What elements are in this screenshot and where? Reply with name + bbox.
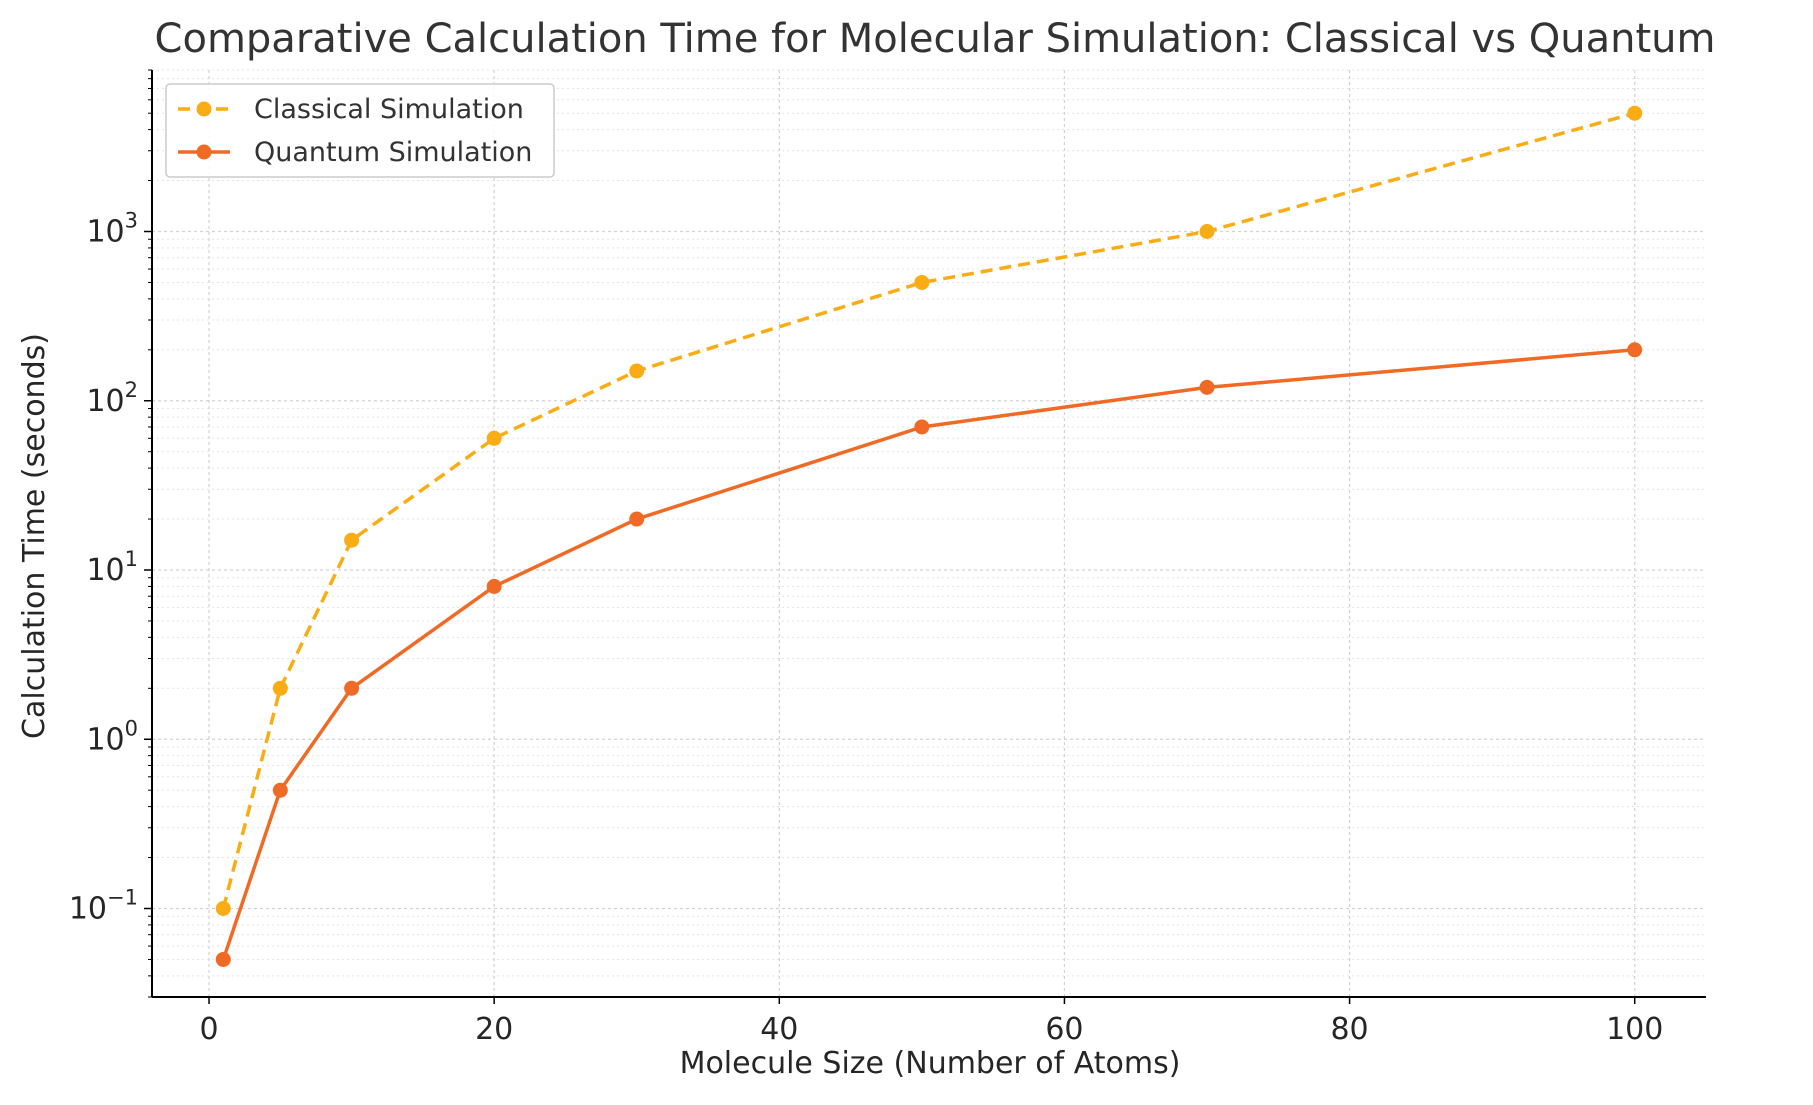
y-tick-label: 102 — [86, 378, 138, 419]
y-tick-exponent: 2 — [125, 378, 138, 402]
y-axis-label: Calculation Time (seconds) — [17, 333, 52, 739]
y-tick-label: 100 — [86, 716, 138, 757]
y-tick-base: 10 — [69, 892, 107, 927]
quantum-simulation-point — [1627, 342, 1643, 358]
quantum-simulation-point — [272, 782, 288, 798]
y-tick-label: 10−1 — [69, 886, 138, 927]
y-tick-exponent: 0 — [125, 716, 138, 740]
quantum-simulation-point — [486, 578, 502, 594]
y-tick-label: 103 — [86, 209, 138, 250]
x-tick-label: 0 — [199, 1012, 218, 1047]
y-tick-base: 10 — [86, 553, 124, 588]
y-tick-base: 10 — [86, 722, 124, 757]
classical-simulation-point — [486, 430, 502, 446]
y-tick-base: 10 — [86, 384, 124, 419]
x-tick-label: 40 — [760, 1012, 798, 1047]
classical-simulation-point — [215, 901, 231, 917]
y-tick-exponent: 1 — [125, 547, 138, 571]
quantum-simulation-point — [1199, 379, 1215, 395]
x-tick-label: 80 — [1330, 1012, 1368, 1047]
x-axis-label: Molecule Size (Number of Atoms) — [680, 1046, 1181, 1081]
axes — [144, 69, 1706, 1004]
grid — [152, 69, 1706, 998]
y-tick-label: 101 — [86, 547, 138, 588]
quantum-simulation-point — [914, 419, 930, 435]
x-tick-label: 100 — [1606, 1012, 1663, 1047]
legend-label: Classical Simulation — [254, 94, 524, 125]
legend-label: Quantum Simulation — [254, 137, 532, 168]
y-tick-exponent: −1 — [107, 886, 138, 910]
legend-box — [165, 83, 555, 178]
y-tick-exponent: 3 — [125, 209, 138, 233]
series-layer — [215, 105, 1643, 967]
quantum-simulation-point — [215, 951, 231, 967]
classical-simulation-point — [272, 680, 288, 696]
y-tick-base: 10 — [86, 215, 124, 250]
classical-simulation-line — [221, 111, 1636, 909]
quantum-simulation-line — [221, 348, 1635, 961]
classical-simulation-point — [914, 274, 930, 290]
quantum-simulation-point — [344, 680, 360, 696]
chart-title: Comparative Calculation Time for Molecul… — [155, 16, 1716, 62]
x-tick-label: 60 — [1045, 1012, 1083, 1047]
classical-simulation-legend-marker — [196, 101, 212, 117]
x-tick-label: 20 — [475, 1012, 513, 1047]
classical-simulation-point — [629, 363, 645, 379]
quantum-simulation-legend-marker — [196, 144, 212, 160]
legend: Classical Simulation Quantum Simulation — [165, 83, 555, 178]
classical-simulation-point — [1199, 224, 1215, 240]
quantum-simulation-point — [629, 511, 645, 527]
classical-simulation-point — [344, 532, 360, 548]
classical-simulation-point — [1627, 105, 1643, 121]
